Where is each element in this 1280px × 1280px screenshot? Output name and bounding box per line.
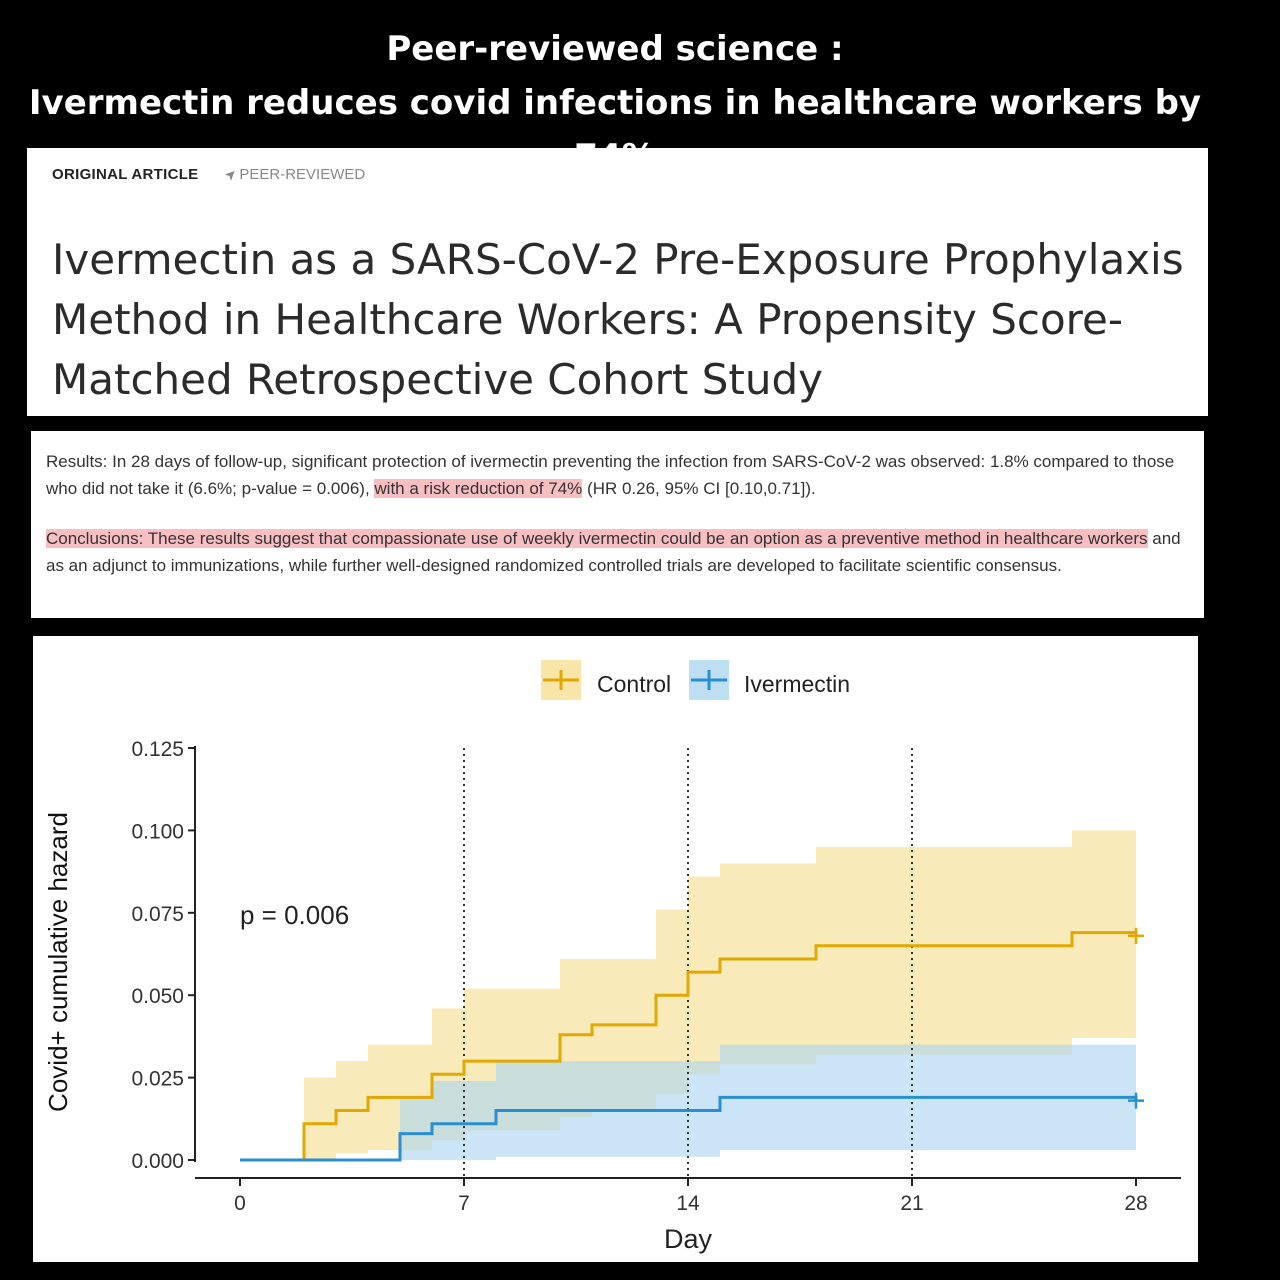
chart-card: 0.000 0.025 0.050 0.075 0.100 0.125 0 7 14 21 28 Da…: [33, 636, 1198, 1262]
article-tags: ORIGINAL ARTICLE ➤PEER-REVIEWED: [52, 164, 366, 184]
results-text-end: (HR 0.26, 95% CI [0.10,0.71]).: [587, 479, 816, 498]
conclusions-paragraph: Conclusions: These results suggest that …: [46, 525, 1191, 579]
censor-mark-control: [1128, 927, 1144, 944]
y-tick-label: 0.000: [131, 1150, 184, 1173]
y-tick-label: 0.025: [131, 1068, 184, 1091]
x-axis-title: Day: [664, 1224, 713, 1254]
headline-line-2: Ivermectin reduces covid infections in h…: [28, 83, 1202, 177]
conclusions-text: and as an adjunct to immunizations, whil…: [46, 529, 1181, 575]
legend-label-control: Control: [597, 671, 671, 697]
peer-reviewed-label: ➤PEER-REVIEWED: [220, 164, 366, 184]
hazard-chart: 0.000 0.025 0.050 0.075 0.100 0.125 0 7 14 21 28 Da…: [43, 660, 1181, 1254]
x-tick-label: 0: [234, 1192, 246, 1215]
pin-icon: ➤: [220, 164, 240, 184]
x-tick-label: 28: [1124, 1192, 1147, 1215]
y-tick-label: 0.050: [131, 985, 184, 1008]
abstract-card: Results: In 28 days of follow-up, signif…: [31, 431, 1204, 618]
peer-reviewed-text: PEER-REVIEWED: [239, 166, 366, 183]
y-tick-label: 0.125: [131, 738, 184, 761]
y-tick-label: 0.100: [131, 820, 184, 843]
x-tick-label: 14: [676, 1192, 700, 1215]
p-value-annotation: p = 0.006: [240, 900, 349, 930]
censor-mark-ivermectin: [1128, 1092, 1144, 1109]
x-tick-label: 21: [900, 1192, 923, 1215]
results-highlight: with a risk reduction of 74%: [374, 479, 583, 498]
legend-label-ivermectin: Ivermectin: [744, 671, 850, 697]
series-line-control: [240, 931, 1138, 1162]
results-text: Results: In 28 days of follow-up, signif…: [46, 452, 1175, 498]
x-tick-label: 7: [458, 1192, 470, 1215]
article-header-card: ORIGINAL ARTICLE ➤PEER-REVIEWED Ivermect…: [27, 148, 1208, 416]
article-type-label[interactable]: ORIGINAL ARTICLE: [52, 166, 199, 183]
conclusions-highlight: Conclusions: These results suggest that …: [46, 529, 1148, 548]
y-tick-label: 0.075: [131, 903, 184, 926]
article-title: Ivermectin as a SARS-CoV-2 Pre-Exposure …: [52, 235, 1184, 404]
results-paragraph: Results: In 28 days of follow-up, signif…: [46, 448, 1191, 502]
headline: Peer-reviewed science : Ivermectin reduc…: [0, 22, 1230, 184]
series-line-ivermectin: [240, 1095, 1138, 1162]
headline-line-1: Peer-reviewed science :: [386, 29, 844, 69]
y-axis-title: Covid+ cumulative hazard: [43, 812, 73, 1112]
